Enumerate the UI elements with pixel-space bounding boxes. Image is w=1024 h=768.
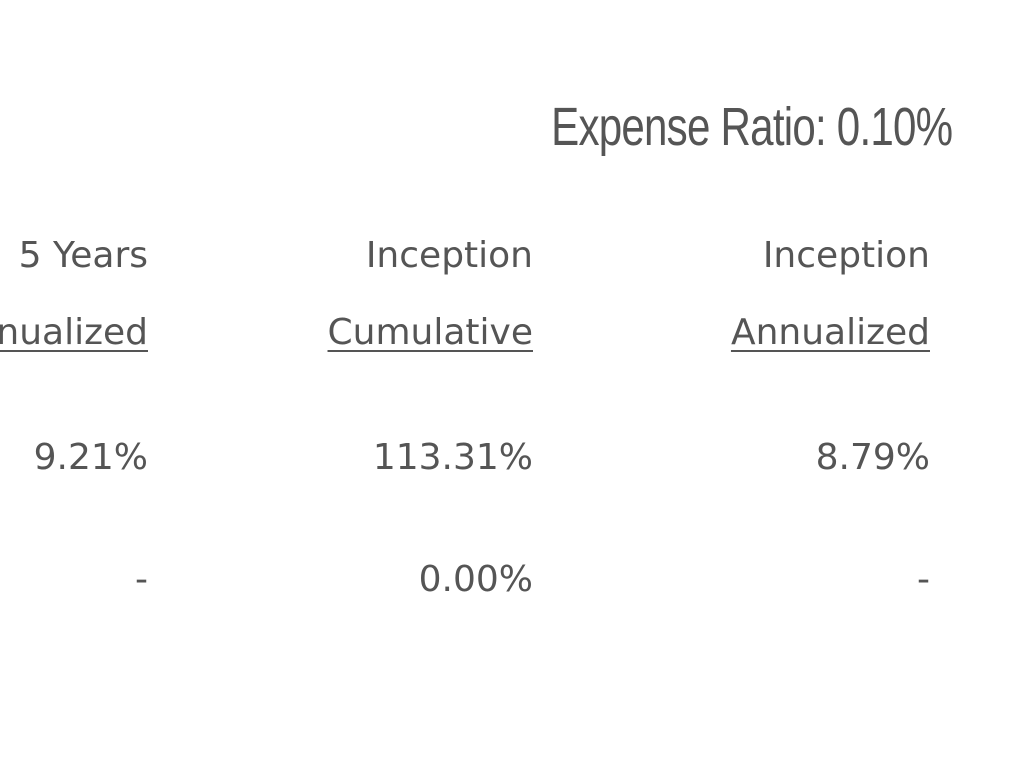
column-header-link[interactable]: Annualized — [0, 312, 148, 353]
expense-ratio: Expense Ratio: 0.10% — [550, 97, 953, 157]
table-cell: - — [917, 559, 930, 600]
column-header-link[interactable]: Annualized — [730, 312, 930, 353]
table-cell: - — [135, 559, 148, 600]
table-cell: 113.31% — [372, 437, 533, 478]
column-header: 5 Years — [18, 235, 148, 276]
column-header: Inception — [762, 235, 930, 276]
column-header: Inception — [365, 235, 533, 276]
table-cell: 0.00% — [418, 559, 533, 600]
column-header-link[interactable]: Cumulative — [327, 312, 533, 353]
table-cell: 9.21% — [33, 437, 148, 478]
table-cell: 8.79% — [815, 437, 930, 478]
